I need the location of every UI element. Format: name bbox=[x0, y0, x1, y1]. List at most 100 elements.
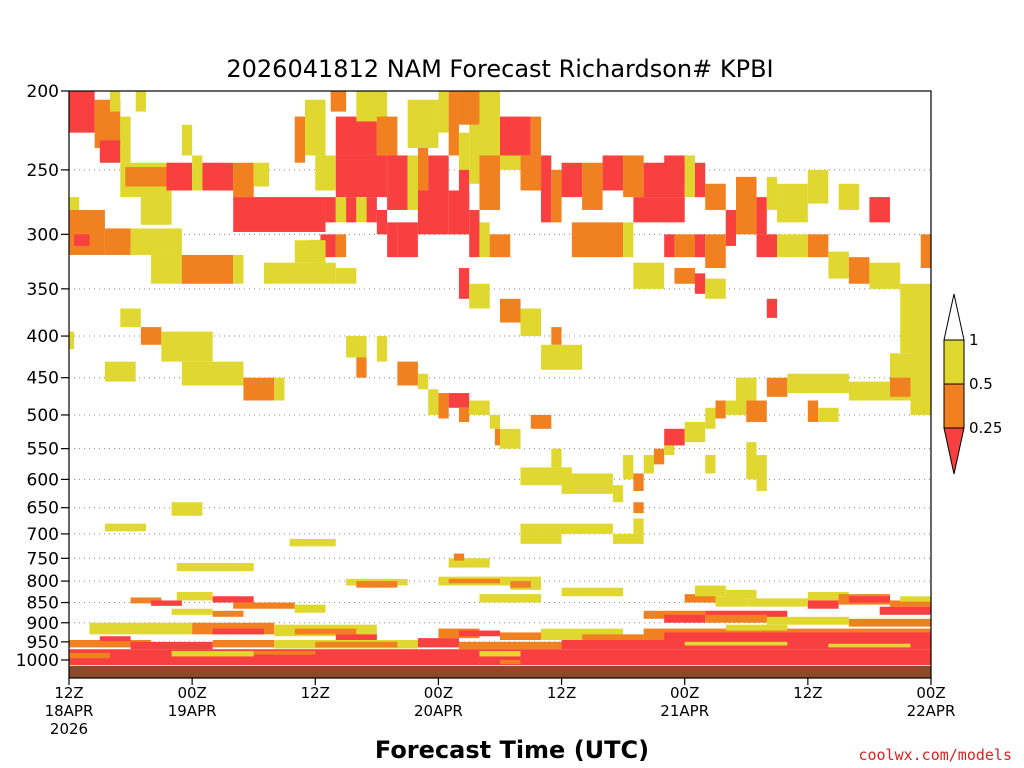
ri-cell bbox=[612, 485, 624, 503]
y-tick-label: 250 bbox=[27, 161, 59, 181]
ri-cell bbox=[643, 610, 706, 619]
ri-cell bbox=[705, 183, 726, 210]
ri-cell bbox=[828, 251, 849, 279]
ri-cell bbox=[233, 602, 295, 609]
ri-cell bbox=[233, 197, 326, 232]
ri-cell bbox=[104, 523, 146, 532]
ri-cell bbox=[705, 455, 716, 474]
ri-cell bbox=[664, 234, 675, 258]
legend-label: 1 bbox=[969, 331, 979, 349]
ri-cell bbox=[633, 473, 644, 491]
ri-cell bbox=[664, 632, 931, 641]
ri-cell bbox=[623, 455, 634, 480]
ri-cell bbox=[110, 91, 121, 112]
legend-swatch bbox=[943, 383, 965, 429]
y-tick-label: 700 bbox=[27, 525, 59, 545]
ri-cell bbox=[69, 91, 95, 133]
ri-cell bbox=[684, 594, 716, 603]
ri-cell bbox=[428, 155, 449, 191]
plot-frame bbox=[68, 90, 932, 679]
ri-cell bbox=[294, 628, 357, 635]
ri-cell bbox=[69, 331, 75, 350]
ri-cell bbox=[541, 155, 552, 223]
ri-cell bbox=[330, 91, 347, 112]
ri-cell bbox=[253, 162, 270, 187]
y-tick-label: 600 bbox=[27, 470, 59, 490]
ri-cell bbox=[551, 448, 562, 468]
ri-cell bbox=[376, 336, 388, 362]
ri-cell bbox=[166, 162, 193, 191]
ri-cell bbox=[777, 183, 808, 223]
ri-cell bbox=[192, 155, 203, 191]
ri-cell bbox=[520, 308, 542, 337]
ri-cell bbox=[69, 640, 152, 648]
ri-cell bbox=[417, 373, 429, 390]
data-cells bbox=[69, 91, 931, 666]
ri-cell bbox=[489, 234, 511, 258]
ri-cell bbox=[407, 155, 418, 210]
ri-cell bbox=[335, 197, 347, 223]
ri-cell bbox=[438, 393, 449, 419]
ri-cell bbox=[356, 357, 367, 378]
ri-cell bbox=[458, 641, 562, 650]
x-tick-label: 00Z bbox=[424, 684, 453, 702]
ri-cell bbox=[325, 197, 336, 223]
ri-cell bbox=[766, 298, 778, 318]
ri-cell bbox=[99, 636, 131, 642]
ri-cell bbox=[869, 262, 901, 289]
ri-cell bbox=[233, 162, 254, 198]
ri-cell bbox=[541, 628, 624, 641]
ri-cell bbox=[551, 327, 562, 345]
ri-cell bbox=[848, 381, 890, 401]
ri-cell bbox=[633, 262, 665, 289]
ri-cell bbox=[674, 268, 695, 284]
ri-cell bbox=[181, 254, 234, 284]
y-tick-label: 950 bbox=[27, 633, 59, 653]
ri-cell bbox=[453, 553, 465, 561]
ri-cell bbox=[140, 197, 172, 225]
legend-label: 0.25 bbox=[969, 419, 1002, 437]
ri-cell bbox=[746, 598, 808, 607]
ri-cell bbox=[664, 155, 685, 184]
ri-cell bbox=[736, 377, 757, 401]
ri-cell bbox=[520, 467, 572, 486]
ri-cell bbox=[171, 608, 213, 615]
ri-cell bbox=[561, 162, 583, 198]
credit-link[interactable]: coolwx.com/models bbox=[858, 746, 1012, 764]
y-tick-label: 900 bbox=[27, 614, 59, 634]
ri-cell bbox=[212, 596, 254, 603]
ri-cell bbox=[130, 228, 182, 255]
ri-cell bbox=[494, 428, 500, 446]
ri-cell bbox=[458, 91, 480, 125]
ri-cell bbox=[130, 597, 162, 604]
ri-cell bbox=[500, 116, 531, 156]
legend-arrow-bottom bbox=[943, 427, 965, 475]
x-tick-label: 12Z bbox=[301, 684, 330, 702]
ri-cell bbox=[766, 616, 849, 625]
ri-cell bbox=[458, 169, 470, 210]
ri-cell bbox=[253, 651, 316, 655]
x-tick-label: 2026 bbox=[50, 720, 88, 738]
ri-cell bbox=[417, 148, 429, 191]
ri-cell bbox=[571, 222, 624, 258]
ri-cell bbox=[192, 622, 275, 635]
ri-cell bbox=[500, 660, 521, 665]
ri-cell bbox=[838, 183, 860, 210]
ri-cell bbox=[766, 176, 778, 210]
ri-cell bbox=[694, 162, 706, 198]
ri-cell bbox=[643, 455, 654, 474]
x-tick-label: 18APR bbox=[45, 702, 94, 720]
ri-cell bbox=[705, 234, 726, 269]
ri-cell bbox=[335, 634, 377, 641]
ri-cell bbox=[520, 523, 613, 534]
ri-cell bbox=[212, 610, 244, 617]
legend: 1 0.5 0.25 bbox=[943, 293, 1002, 475]
ri-cell bbox=[694, 234, 706, 258]
ri-cell bbox=[315, 641, 398, 648]
ri-cell bbox=[479, 155, 500, 210]
ri-cell bbox=[417, 638, 459, 648]
ri-cell bbox=[140, 327, 162, 345]
ri-cell bbox=[212, 628, 264, 635]
ri-cell bbox=[366, 197, 377, 223]
